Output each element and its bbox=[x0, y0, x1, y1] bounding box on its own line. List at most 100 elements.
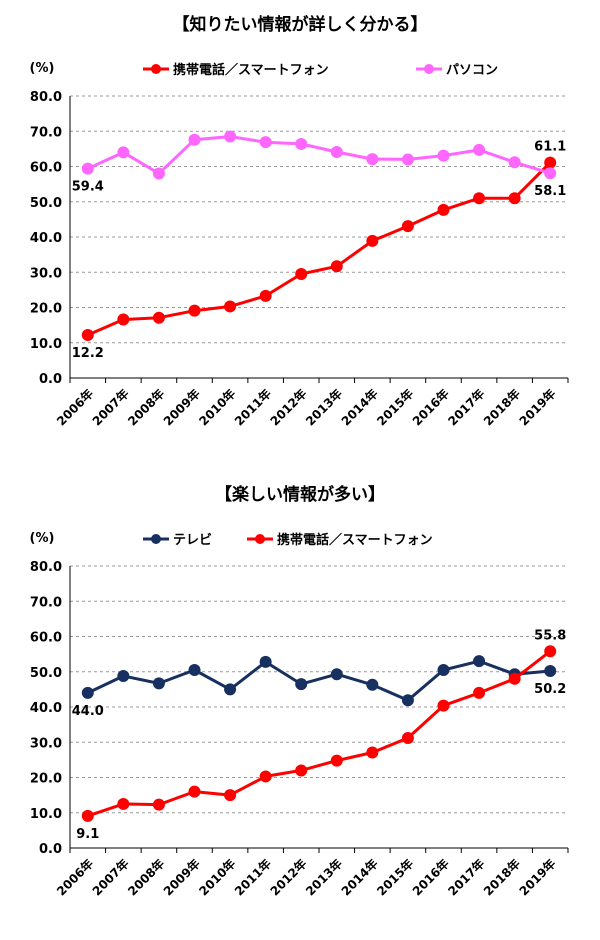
series-line-0 bbox=[87, 659, 551, 702]
y-tick-label: 40.0 bbox=[30, 231, 62, 246]
legend-entry-1: 携帯電話／スマートフォン bbox=[247, 532, 433, 548]
data-label: 9.1 bbox=[76, 827, 99, 842]
y-tick-label: 70.0 bbox=[30, 125, 62, 140]
x-tick-label: 2012年 bbox=[267, 386, 310, 429]
legend-entry-0: 携帯電話／スマートフォン bbox=[143, 62, 329, 78]
data-point bbox=[117, 669, 130, 682]
data-point bbox=[330, 260, 343, 273]
data-point bbox=[188, 785, 201, 798]
data-label: 55.8 bbox=[534, 628, 566, 643]
data-point bbox=[152, 311, 165, 324]
y-tick-label: 70.0 bbox=[30, 595, 62, 610]
x-tick-label: 2009年 bbox=[160, 386, 203, 429]
legend-marker bbox=[151, 534, 161, 544]
x-tick-label: 2006年 bbox=[53, 856, 96, 899]
data-point bbox=[437, 663, 450, 676]
data-point bbox=[401, 694, 414, 707]
x-tick-label: 2018年 bbox=[480, 856, 523, 899]
legend-entry-0: テレビ bbox=[143, 532, 212, 548]
x-tick-label: 2012年 bbox=[267, 856, 310, 899]
data-point bbox=[295, 678, 308, 691]
x-tick-label: 2008年 bbox=[125, 856, 168, 899]
data-point bbox=[366, 234, 379, 247]
data-point bbox=[437, 699, 450, 712]
data-point bbox=[544, 167, 557, 180]
x-tick-label: 2015年 bbox=[374, 386, 417, 429]
data-label: 44.0 bbox=[72, 704, 104, 719]
y-unit-label: (%) bbox=[30, 61, 55, 76]
data-point bbox=[188, 133, 201, 146]
x-tick-label: 2010年 bbox=[196, 856, 239, 899]
x-tick-label: 2019年 bbox=[516, 856, 559, 899]
y-tick-label: 20.0 bbox=[30, 772, 62, 787]
y-tick-label: 0.0 bbox=[39, 842, 62, 857]
data-point bbox=[188, 663, 201, 676]
x-tick-label: 2017年 bbox=[445, 386, 488, 429]
data-point bbox=[295, 764, 308, 777]
data-point bbox=[330, 146, 343, 159]
data-label: 59.4 bbox=[72, 180, 104, 195]
y-tick-label: 10.0 bbox=[30, 337, 62, 352]
data-label: 61.1 bbox=[534, 140, 566, 155]
x-tick-label: 2006年 bbox=[53, 386, 96, 429]
data-point bbox=[330, 754, 343, 767]
data-point bbox=[117, 313, 130, 326]
data-point bbox=[81, 686, 94, 699]
legend-label: 携帯電話／スマートフォン bbox=[173, 62, 329, 78]
data-point bbox=[508, 672, 521, 685]
data-point bbox=[295, 268, 308, 281]
series-line-1 bbox=[87, 650, 552, 818]
y-tick-label: 10.0 bbox=[30, 807, 62, 822]
data-point bbox=[117, 797, 130, 810]
data-label: 58.1 bbox=[534, 184, 566, 199]
legend-label: 携帯電話／スマートフォン bbox=[277, 532, 433, 548]
legend-label: テレビ bbox=[173, 532, 212, 548]
x-tick-label: 2008年 bbox=[125, 386, 168, 429]
data-point bbox=[117, 146, 130, 159]
legend-marker bbox=[151, 64, 161, 74]
data-point bbox=[295, 137, 308, 150]
chart-entertaining: 【楽しい情報が多い】 (%) テレビ 携帯電話／スマートフォン 0.0 10.0 20.0 3… bbox=[30, 484, 569, 899]
x-tick-label: 2017年 bbox=[445, 856, 488, 899]
legend-marker bbox=[255, 534, 265, 544]
data-point bbox=[259, 136, 272, 149]
data-point bbox=[366, 153, 379, 166]
x-tick-label: 2014年 bbox=[338, 856, 381, 899]
x-tick-label: 2018年 bbox=[480, 386, 523, 429]
x-tick-label: 2019年 bbox=[516, 386, 559, 429]
data-point bbox=[473, 143, 486, 156]
x-tick-label: 2016年 bbox=[409, 856, 452, 899]
y-tick-label: 80.0 bbox=[30, 90, 62, 105]
legend-entry-1: パソコン bbox=[416, 63, 498, 78]
y-tick-label: 50.0 bbox=[30, 666, 62, 681]
x-tick-label: 2013年 bbox=[302, 386, 345, 429]
data-label: 12.2 bbox=[72, 346, 104, 361]
x-tick-label: 2011年 bbox=[231, 386, 274, 429]
data-point bbox=[401, 153, 414, 166]
data-point bbox=[152, 677, 165, 690]
legend-marker bbox=[424, 64, 434, 74]
y-tick-label: 80.0 bbox=[30, 560, 62, 575]
data-point bbox=[188, 304, 201, 317]
y-tick-label: 50.0 bbox=[30, 196, 62, 211]
x-tick-label: 2007年 bbox=[89, 386, 132, 429]
x-tick-label: 2014年 bbox=[338, 386, 381, 429]
y-tick-label: 60.0 bbox=[30, 161, 62, 176]
data-point bbox=[366, 746, 379, 759]
x-tick-label: 2010年 bbox=[196, 386, 239, 429]
y-tick-label: 40.0 bbox=[30, 701, 62, 716]
data-point bbox=[544, 645, 557, 658]
y-tick-label: 30.0 bbox=[30, 266, 62, 281]
data-point bbox=[544, 156, 557, 169]
data-point bbox=[437, 149, 450, 162]
data-point bbox=[366, 678, 379, 691]
x-tick-label: 2013年 bbox=[302, 856, 345, 899]
data-point bbox=[224, 789, 237, 802]
x-tick-label: 2015年 bbox=[374, 856, 417, 899]
y-tick-label: 20.0 bbox=[30, 302, 62, 317]
data-point bbox=[259, 289, 272, 302]
data-point bbox=[473, 192, 486, 205]
data-point bbox=[81, 162, 94, 175]
data-point bbox=[224, 300, 237, 313]
data-point bbox=[81, 328, 94, 341]
